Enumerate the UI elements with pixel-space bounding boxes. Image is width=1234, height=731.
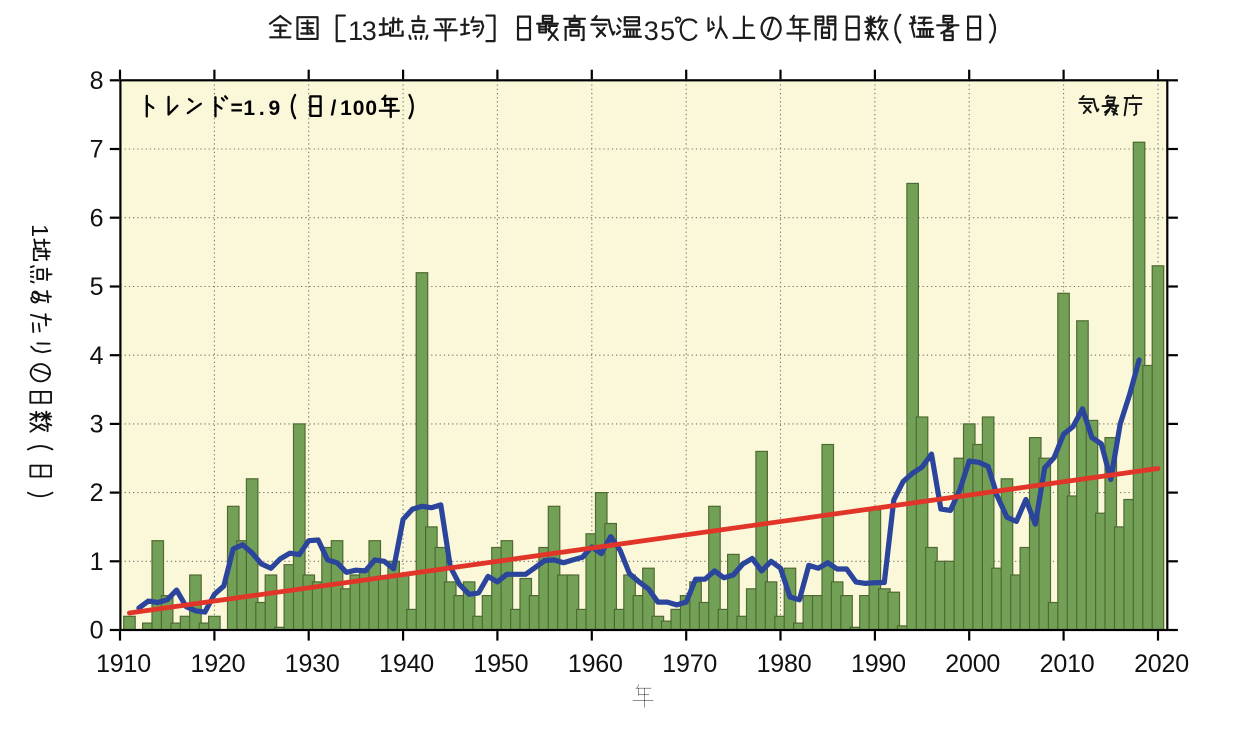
svg-text:1920: 1920 bbox=[190, 650, 245, 678]
svg-text:9: 9 bbox=[269, 97, 281, 120]
svg-text:5: 5 bbox=[90, 273, 103, 301]
svg-text:1: 1 bbox=[27, 224, 53, 237]
svg-text:3: 3 bbox=[644, 16, 659, 46]
svg-text:1930: 1930 bbox=[285, 650, 340, 678]
svg-text:1940: 1940 bbox=[379, 650, 434, 678]
svg-text:1: 1 bbox=[90, 548, 103, 576]
svg-text:6: 6 bbox=[90, 204, 103, 232]
svg-text:=: = bbox=[230, 97, 242, 120]
svg-text:1980: 1980 bbox=[757, 650, 812, 678]
svg-text:1950: 1950 bbox=[473, 650, 528, 678]
svg-text:2: 2 bbox=[90, 479, 103, 507]
svg-text:7: 7 bbox=[90, 136, 103, 164]
svg-text:0: 0 bbox=[353, 97, 365, 120]
svg-text:1: 1 bbox=[348, 16, 363, 46]
svg-text:3: 3 bbox=[362, 16, 377, 46]
svg-text:1910: 1910 bbox=[96, 650, 151, 678]
svg-text:4: 4 bbox=[90, 342, 104, 370]
svg-text:1: 1 bbox=[243, 97, 255, 120]
svg-text:3: 3 bbox=[90, 411, 103, 439]
svg-text:0: 0 bbox=[365, 97, 377, 120]
svg-text:2020: 2020 bbox=[1134, 650, 1189, 678]
svg-text:1: 1 bbox=[340, 97, 352, 120]
svg-text:2010: 2010 bbox=[1040, 650, 1095, 678]
svg-text:5: 5 bbox=[660, 16, 675, 46]
svg-text:2000: 2000 bbox=[945, 650, 1000, 678]
svg-text:1970: 1970 bbox=[662, 650, 717, 678]
svg-text:8: 8 bbox=[90, 67, 103, 95]
svg-text:1990: 1990 bbox=[851, 650, 906, 678]
svg-text:0: 0 bbox=[90, 617, 103, 645]
svg-text:1960: 1960 bbox=[568, 650, 623, 678]
svg-text:.: . bbox=[259, 97, 265, 120]
svg-text:/: / bbox=[330, 97, 336, 120]
